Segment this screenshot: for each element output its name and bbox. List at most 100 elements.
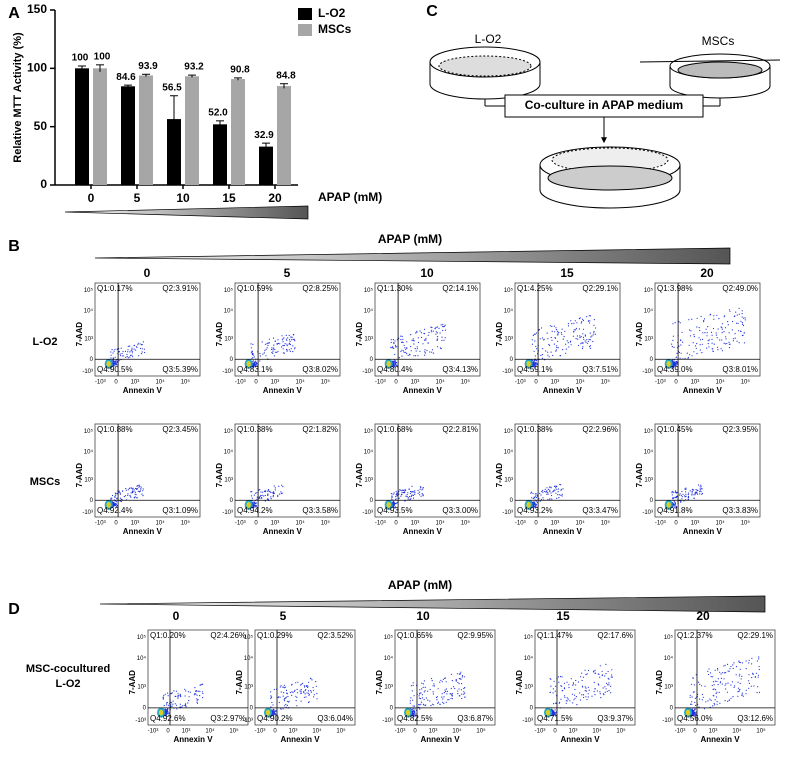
event-dot (459, 695, 461, 697)
event-dot (268, 342, 270, 344)
event-dot (713, 343, 715, 345)
event-dot (704, 685, 706, 687)
event-dot (431, 703, 433, 705)
event-dot (408, 488, 410, 490)
event-dot (294, 340, 296, 342)
y-axis-label: 7-AAD (375, 670, 384, 695)
event-dot (547, 354, 549, 356)
event-dot (111, 494, 114, 497)
event-dot (744, 319, 746, 321)
event-dot (585, 696, 587, 698)
event-dot (441, 681, 443, 683)
event-dot (398, 497, 400, 499)
event-dot (599, 665, 601, 667)
y-tick-label: -10³ (662, 718, 673, 724)
event-dot (436, 339, 438, 341)
event-dot (708, 339, 710, 341)
y-tick-label: -10³ (362, 510, 373, 516)
event-dot (291, 339, 293, 341)
event-dot (675, 495, 677, 498)
event-dot (410, 346, 412, 348)
flow-plot (534, 629, 636, 726)
x-tick-label: 10⁵ (601, 520, 611, 527)
event-dot (570, 340, 572, 342)
event-dot (421, 694, 423, 696)
event-dot (256, 502, 258, 504)
event-dot (689, 354, 691, 356)
quadrant-label: Q1:0.38% (517, 425, 553, 434)
event-dot (584, 340, 586, 342)
event-dot (566, 697, 568, 699)
event-dot (696, 343, 698, 345)
event-dot (704, 332, 706, 334)
event-dot (720, 673, 722, 675)
y-tick-label: 10⁵ (84, 428, 94, 435)
y-tick-label: 10³ (364, 477, 373, 483)
event-dot (283, 344, 285, 347)
event-dot (264, 350, 266, 352)
event-dot (580, 343, 582, 345)
event-dot (573, 694, 576, 696)
event-dot (697, 484, 700, 486)
quadrant-label: Q2:2.96% (582, 425, 618, 434)
event-dot (701, 492, 704, 495)
event-dot (425, 337, 427, 339)
event-dot (535, 364, 537, 366)
event-dot (187, 702, 189, 704)
quadrant-label: Q1:0.45% (657, 425, 693, 434)
flow-plot (514, 282, 621, 377)
event-dot (582, 676, 585, 678)
event-dot (693, 684, 695, 686)
event-dot (131, 354, 133, 356)
event-dot (419, 488, 421, 490)
event-dot (681, 496, 683, 498)
event-dot (697, 493, 699, 495)
panel-label: D (8, 601, 20, 618)
event-dot (410, 334, 412, 336)
event-dot (605, 688, 607, 690)
event-dot (553, 680, 555, 682)
bar (167, 119, 181, 185)
y-axis-label: 7-AAD (635, 463, 644, 488)
event-dot (424, 354, 426, 356)
event-dot (294, 689, 296, 691)
y-tick-label: 0 (650, 498, 654, 504)
row-label: MSCs (30, 476, 61, 488)
x-tick-label: 10³ (551, 521, 560, 527)
event-dot (678, 345, 680, 347)
quadrant-label: Q2:8.25% (302, 284, 338, 293)
event-dot (424, 690, 426, 692)
event-dot (531, 343, 534, 345)
event-dot (709, 672, 712, 674)
event-dot (252, 363, 254, 365)
event-dot (752, 672, 754, 675)
event-dot (412, 339, 414, 341)
event-dot (680, 339, 682, 342)
event-dot (732, 667, 734, 670)
y-tick-label: -10³ (82, 369, 93, 375)
event-dot (461, 676, 463, 678)
quadrant-label: Q2:4.26% (210, 631, 246, 640)
event-dot (548, 486, 551, 488)
event-dot (189, 691, 191, 693)
event-dot (259, 489, 261, 491)
plot-frame (374, 423, 481, 518)
y-tick-label: 0 (230, 498, 234, 504)
event-dot (567, 698, 569, 700)
event-dot (282, 348, 284, 350)
event-dot (279, 343, 281, 345)
event-dot (739, 661, 741, 664)
event-dot (400, 341, 403, 343)
event-dot (400, 335, 402, 337)
event-dot (141, 493, 143, 495)
event-dot (396, 492, 398, 494)
event-dot (292, 351, 294, 353)
event-dot (559, 701, 561, 704)
quadrant-label: Q4:91.8% (657, 506, 693, 515)
event-dot (267, 493, 269, 495)
event-dot (706, 332, 708, 334)
event-dot (607, 684, 609, 686)
event-dot (274, 487, 276, 489)
event-dot (270, 491, 272, 493)
event-dot (741, 313, 743, 315)
